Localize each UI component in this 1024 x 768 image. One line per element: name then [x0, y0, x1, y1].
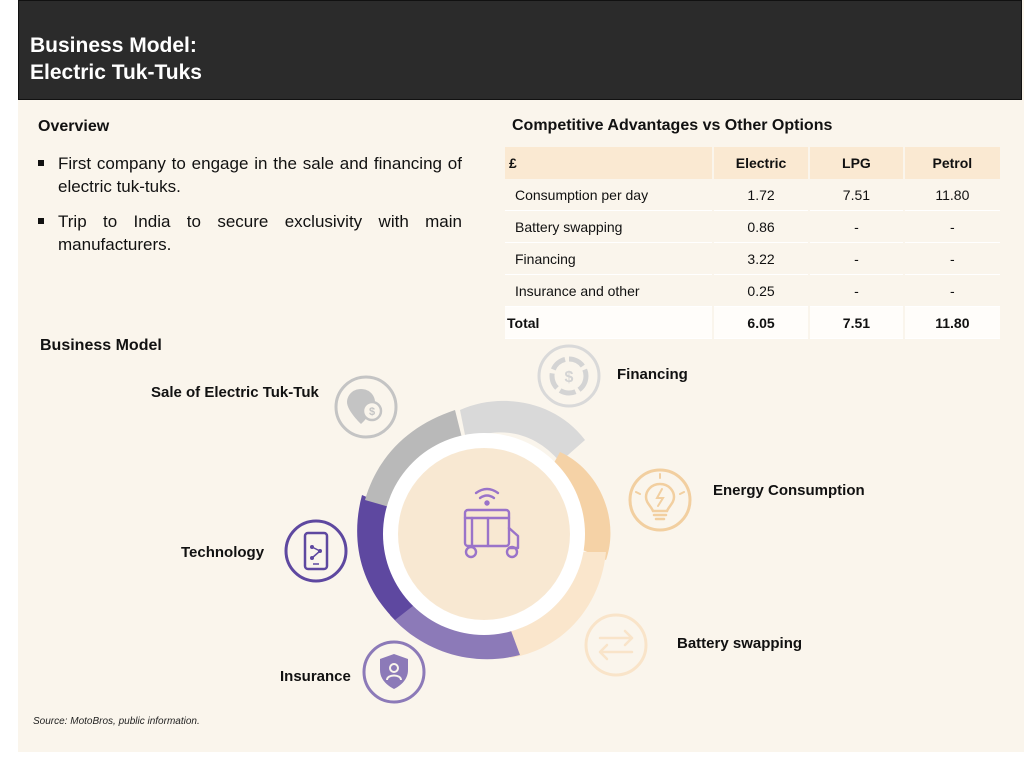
header-bar: Business Model: Electric Tuk-Tuks: [18, 0, 1022, 100]
segment-financing: [460, 400, 585, 462]
competitive-table: £ Electric LPG Petrol Consumption per da…: [505, 147, 1003, 339]
svg-text:$: $: [565, 369, 574, 386]
label-battery: Battery swapping: [677, 635, 803, 652]
table-cell: 11.80: [903, 306, 1003, 339]
bullet-marker: [38, 218, 44, 224]
tuk-tuk-wifi-icon: [463, 487, 520, 559]
table-cell: 3.22: [713, 242, 811, 275]
table-cell: 7.51: [809, 306, 905, 339]
overview-bullet-text: Trip to India to secure exclusivity with…: [58, 212, 462, 254]
center-circle: [398, 448, 570, 620]
svg-text:$: $: [369, 406, 375, 418]
page-title-line2: Electric Tuk-Tuks: [30, 61, 202, 84]
lightbulb-bolt-icon: [628, 468, 692, 532]
overview-bullet: Trip to India to secure exclusivity with…: [38, 210, 462, 256]
column-header: Petrol: [903, 147, 1003, 179]
label-insurance: Insurance: [280, 668, 351, 685]
table-cell: Battery swapping: [505, 210, 715, 243]
overview-bullet-text: First company to engage in the sale and …: [58, 154, 462, 196]
table-row: Insurance and other 0.25 - -: [505, 274, 1003, 307]
table-cell: -: [903, 274, 1003, 307]
table-cell: -: [903, 210, 1003, 243]
overview-bullet: First company to engage in the sale and …: [38, 152, 462, 198]
overview-list: First company to engage in the sale and …: [38, 152, 462, 268]
table-cell: 0.25: [713, 274, 811, 307]
competitive-title: Competitive Advantages vs Other Options: [512, 117, 833, 134]
overview-title: Overview: [38, 118, 110, 135]
table-cell: Financing: [505, 242, 715, 275]
table-cell: -: [903, 242, 1003, 275]
bullet-marker: [38, 160, 44, 166]
table-row: Financing 3.22 - -: [505, 242, 1003, 275]
table-row: Consumption per day 1.72 7.51 11.80: [505, 179, 1003, 211]
table-total-row: Total 6.05 7.51 11.80: [505, 306, 1003, 339]
business-model-title: Business Model: [40, 337, 162, 354]
segment-sale: [365, 410, 462, 508]
smartphone-network-icon: [284, 519, 348, 583]
table-cell: -: [809, 274, 905, 307]
table-cell: 1.72: [713, 179, 811, 211]
segment-battery: [505, 552, 606, 658]
source-note: Source: MotoBros, public information.: [33, 716, 200, 727]
label-sale: Sale of Electric Tuk-Tuk: [151, 384, 319, 401]
table-cell: -: [809, 242, 905, 275]
column-header: Electric: [713, 147, 811, 179]
table-cell: 11.80: [903, 179, 1003, 211]
table-cell: 0.86: [713, 210, 811, 243]
table-header-row: £ Electric LPG Petrol: [505, 147, 1003, 179]
table-cell: Insurance and other: [505, 274, 715, 307]
label-energy: Energy Consumption: [713, 482, 865, 499]
page-title-line1: Business Model:: [30, 34, 197, 57]
shield-user-icon: [362, 640, 426, 704]
table-cell: 7.51: [809, 179, 905, 211]
swap-arrows-icon: [584, 613, 648, 677]
table-cell: -: [809, 210, 905, 243]
dollar-coin-icon: $: [537, 344, 601, 408]
table-cell: 6.05: [713, 306, 811, 339]
table-cell: Consumption per day: [505, 179, 715, 211]
label-technology: Technology: [181, 544, 265, 561]
table-cell: Total: [505, 306, 715, 339]
label-financing: Financing: [617, 366, 688, 383]
column-header: £: [505, 147, 715, 179]
location-dollar-icon: $: [334, 375, 398, 439]
column-header: LPG: [809, 147, 905, 179]
page-title: Business Model: Electric Tuk-Tuks: [30, 32, 202, 86]
table-row: Battery swapping 0.86 - -: [505, 210, 1003, 243]
